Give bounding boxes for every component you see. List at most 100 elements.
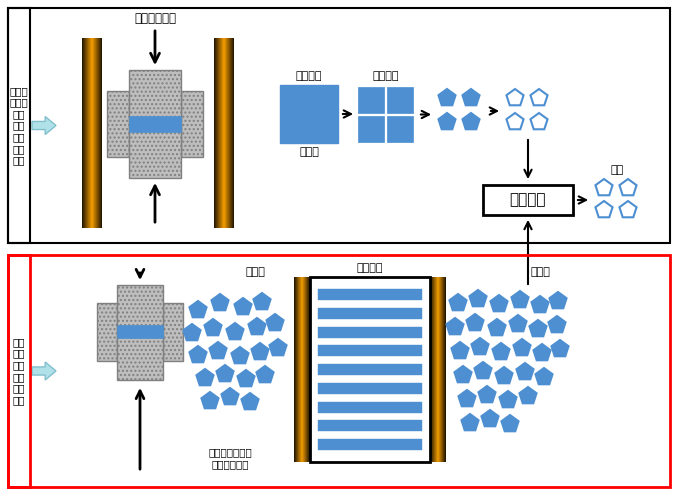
Bar [358,116,384,142]
Polygon shape [462,113,479,129]
Bar [219,38,220,228]
Bar [299,277,300,462]
Bar [97,303,117,361]
Bar [318,364,422,375]
Polygon shape [530,89,547,105]
Bar [223,38,224,228]
Polygon shape [454,366,471,382]
Polygon shape [511,291,528,307]
Polygon shape [439,89,456,105]
Bar [86,38,87,228]
Polygon shape [32,362,56,380]
Polygon shape [237,370,254,386]
Bar [96,38,97,228]
Polygon shape [516,363,534,379]
Polygon shape [520,387,537,403]
Polygon shape [190,346,207,362]
Bar [297,277,298,462]
Polygon shape [269,339,286,355]
Polygon shape [490,295,507,311]
Polygon shape [479,386,496,402]
Text: 常圧焼結: 常圧焼結 [357,263,384,273]
Bar [100,38,101,228]
Bar [82,38,83,228]
Polygon shape [532,296,549,312]
Polygon shape [226,323,243,339]
Bar [8,255,30,487]
Text: 仕上加工: 仕上加工 [510,193,546,207]
Bar [432,277,433,462]
Bar [229,38,230,228]
Polygon shape [241,393,258,409]
Bar [95,38,96,228]
Polygon shape [439,113,456,129]
Polygon shape [190,301,207,317]
Polygon shape [596,201,613,217]
Bar [307,277,308,462]
Polygon shape [452,342,469,358]
Bar [433,277,434,462]
Polygon shape [211,294,228,310]
Bar [92,38,93,228]
Bar [434,277,435,462]
Polygon shape [501,415,519,431]
Polygon shape [530,113,547,129]
Bar [85,38,86,228]
Bar [163,303,183,361]
Bar [101,38,102,228]
Polygon shape [184,324,201,340]
Bar [181,91,203,157]
Bar [280,85,338,143]
Bar [84,38,85,228]
Bar [308,277,309,462]
Bar [306,277,307,462]
Text: 製品: 製品 [611,165,624,175]
Polygon shape [507,113,524,129]
Bar [117,325,163,338]
Polygon shape [513,339,530,355]
Bar [216,38,217,228]
Polygon shape [216,365,233,381]
Bar [220,38,221,228]
Polygon shape [475,362,492,378]
Bar [303,277,304,462]
Bar [90,38,91,228]
Text: 形状加工: 形状加工 [372,71,398,81]
Text: ホット
プレス
法に
よる
製造
プロ
セス: ホット プレス 法に よる 製造 プロ セス [10,86,29,165]
Bar [318,383,422,394]
Bar [225,38,226,228]
Bar [302,277,303,462]
Polygon shape [252,343,269,359]
Polygon shape [254,293,271,309]
Bar [82,38,102,228]
Bar [440,277,441,462]
Bar [97,38,98,228]
Polygon shape [488,319,505,335]
Bar [117,285,163,380]
Bar [445,277,446,462]
Bar [300,277,301,462]
Polygon shape [458,390,475,406]
Bar [8,8,30,243]
Polygon shape [205,319,222,335]
Bar [437,277,438,462]
Polygon shape [222,388,239,404]
Bar [438,277,439,462]
Bar [296,277,297,462]
Bar [8,8,670,243]
Text: 成形体: 成形体 [245,267,265,277]
Bar [99,38,100,228]
Bar [83,38,84,228]
Polygon shape [469,290,487,306]
Bar [107,91,129,157]
Bar [443,277,444,462]
Bar [310,277,430,462]
Bar [89,38,90,228]
Bar [298,277,299,462]
Polygon shape [462,414,479,430]
Polygon shape [197,369,214,385]
Bar [233,38,234,228]
Bar [88,38,89,228]
Bar [218,38,219,228]
Bar [230,38,231,228]
